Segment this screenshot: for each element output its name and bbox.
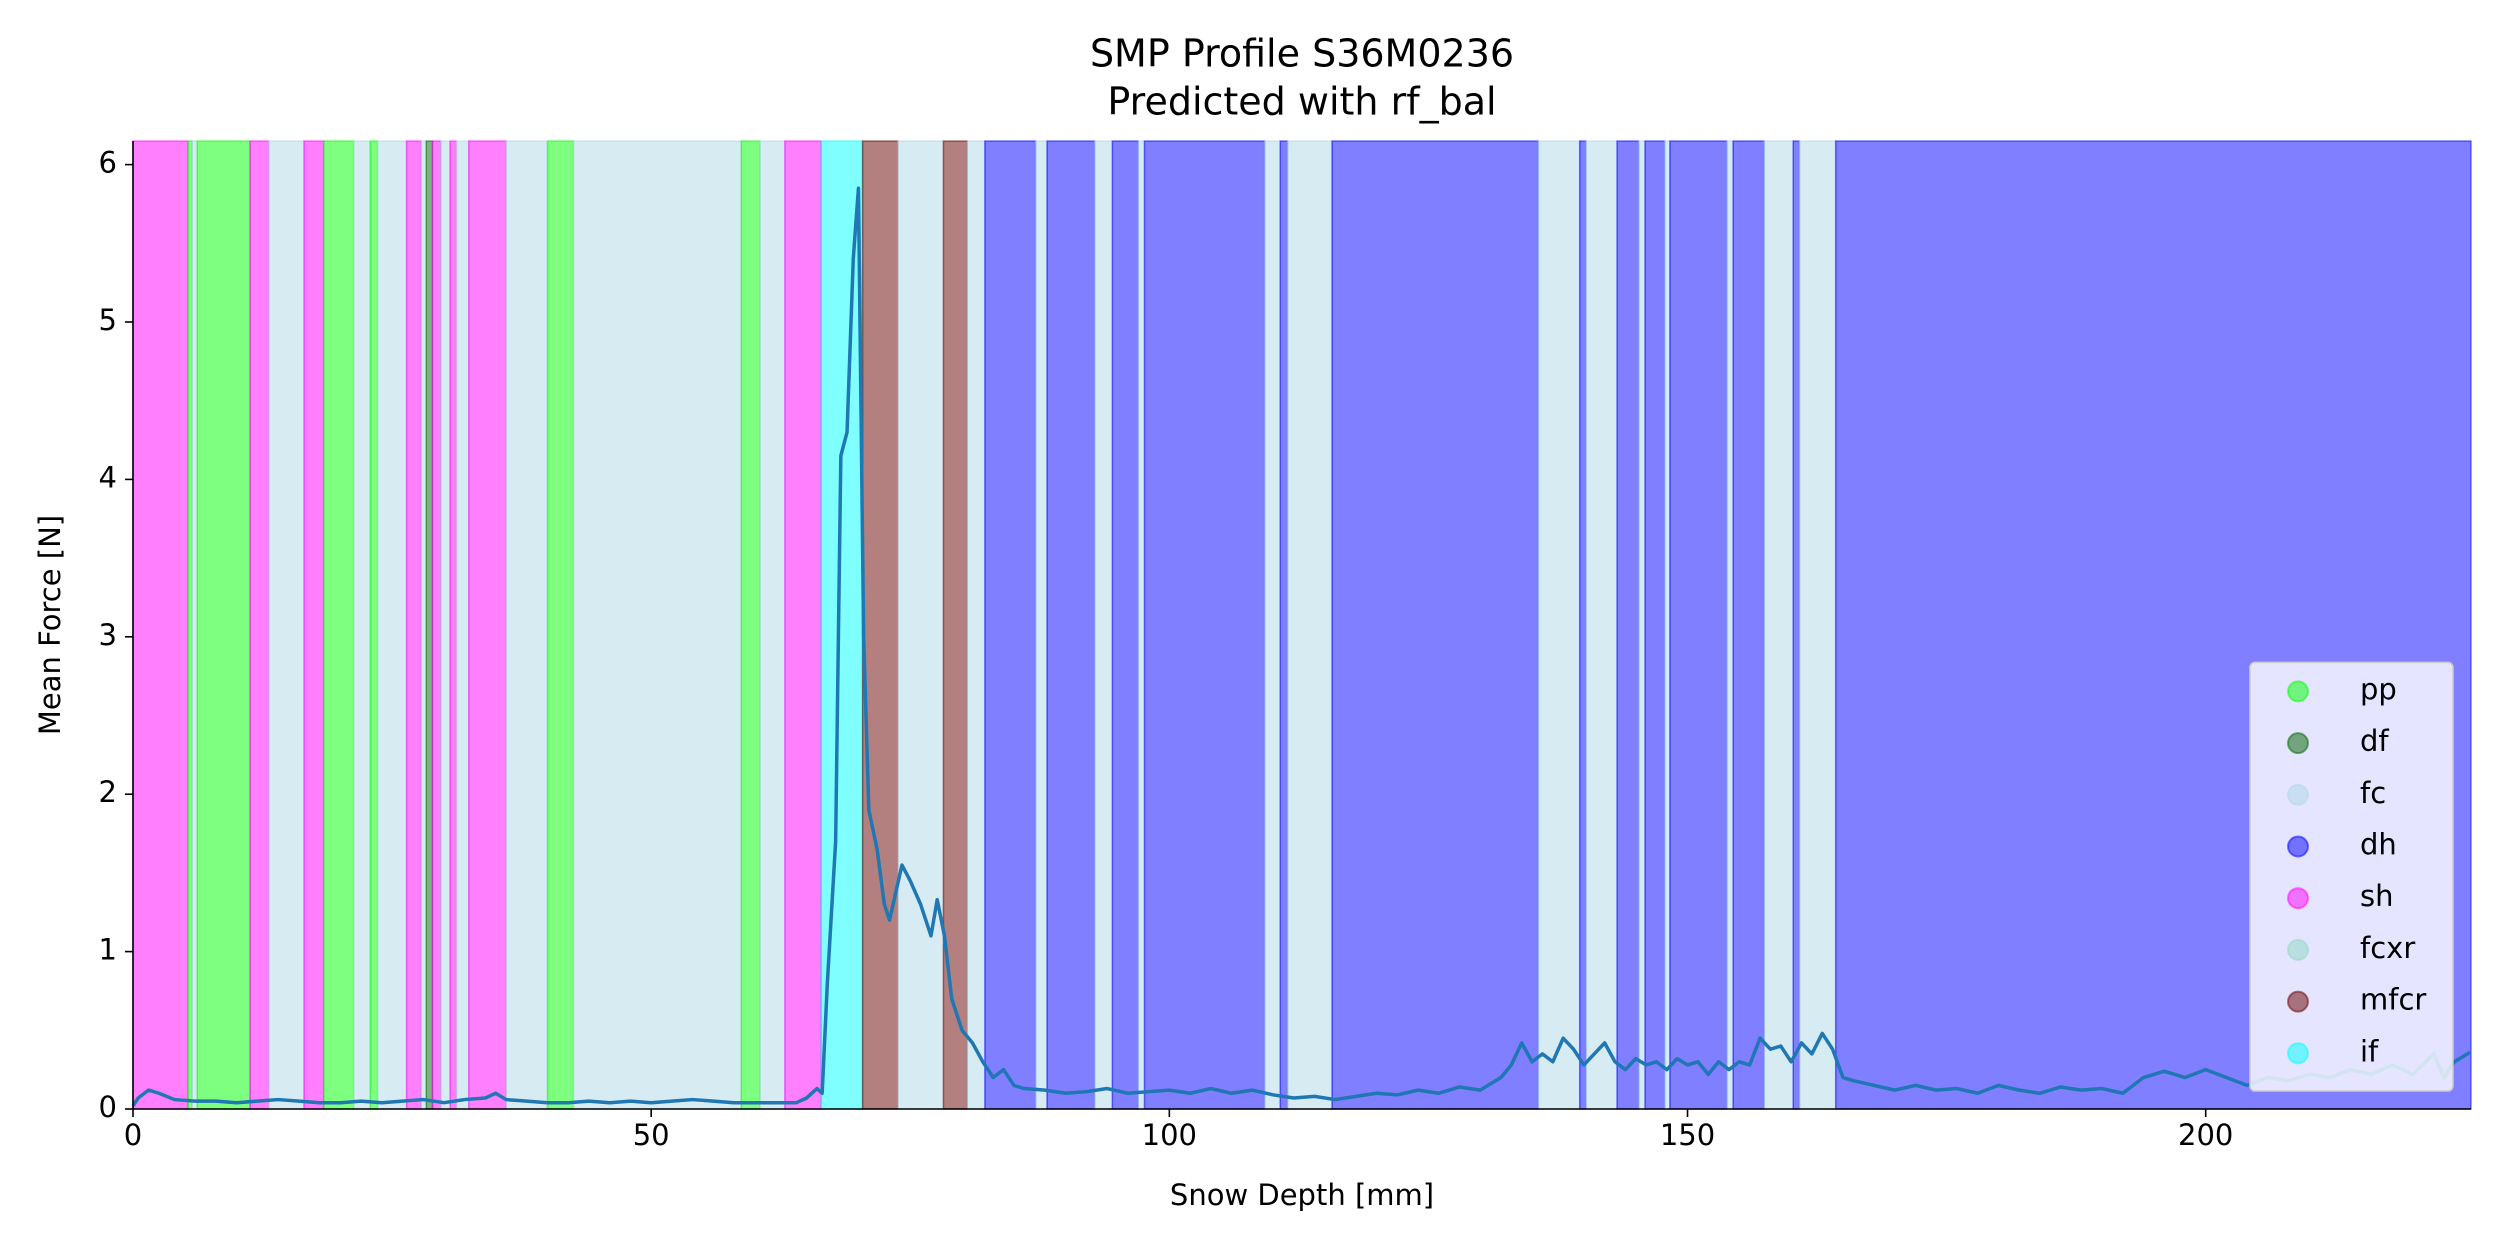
segment — [420, 140, 428, 1110]
legend-marker — [2287, 835, 2309, 858]
y-tick-label: 2 — [99, 775, 117, 809]
legend-label: mfcr — [2360, 983, 2426, 1017]
x-axis-label: Snow Depth [mm] — [1170, 1178, 1434, 1212]
force-line — [131, 186, 2471, 1107]
segment — [1263, 140, 1281, 1110]
y-tick-label: 0 — [99, 1090, 117, 1124]
segment — [1616, 140, 1640, 1110]
segment — [1046, 140, 1096, 1110]
legend-marker — [2287, 887, 2309, 910]
y-tick-label: 3 — [99, 618, 117, 652]
chart-title: SMP Profile S36M0236 — [1090, 32, 1514, 76]
segment — [249, 140, 270, 1110]
segment — [1638, 140, 1646, 1110]
segment — [1578, 140, 1587, 1110]
y-tick-label: 1 — [99, 933, 117, 967]
segment — [425, 140, 434, 1110]
segment — [303, 140, 325, 1110]
segment — [322, 140, 355, 1110]
segment — [268, 140, 305, 1110]
segment — [1792, 140, 1801, 1110]
segment — [984, 140, 1037, 1110]
legend-marker — [2287, 1042, 2309, 1065]
segment — [784, 140, 822, 1110]
segment — [440, 140, 451, 1110]
legend-label: sh — [2360, 879, 2394, 913]
segment — [572, 140, 743, 1110]
segment — [1726, 140, 1734, 1110]
segment — [1279, 140, 1289, 1110]
y-axis-label: Mean Force [N] — [33, 515, 67, 735]
legend-marker — [2287, 783, 2309, 806]
segment — [431, 140, 442, 1110]
segment — [196, 140, 251, 1110]
legend-label: if — [2360, 1034, 2379, 1068]
x-tick-label: 200 — [2178, 1118, 2233, 1152]
segment — [1093, 140, 1114, 1110]
segment — [191, 140, 199, 1110]
y-tick-label: 5 — [99, 303, 117, 337]
legend-label: fcxr — [2360, 931, 2415, 965]
segment — [1286, 140, 1333, 1110]
segment — [449, 140, 458, 1110]
legend-label: df — [2360, 724, 2389, 758]
segment — [1669, 140, 1728, 1110]
segment — [505, 140, 549, 1110]
segment — [455, 140, 470, 1110]
segment — [1143, 140, 1266, 1110]
legend-label: fc — [2360, 776, 2386, 810]
x-tick-label: 0 — [124, 1118, 142, 1152]
segment — [1732, 140, 1765, 1110]
segment — [740, 140, 761, 1110]
segment — [1798, 140, 1837, 1110]
legend-marker — [2287, 990, 2309, 1013]
legend-marker — [2287, 680, 2309, 703]
legend-label: dh — [2360, 828, 2397, 862]
legend-marker — [2287, 938, 2309, 961]
y-tick-label: 6 — [99, 146, 117, 180]
x-tick-label: 100 — [1142, 1118, 1197, 1152]
segment — [376, 140, 408, 1110]
legend-box — [2249, 661, 2454, 1092]
segment — [1585, 140, 1618, 1110]
legend-label: pp — [2360, 672, 2397, 706]
segment — [861, 140, 899, 1110]
segment — [1137, 140, 1146, 1110]
segment — [897, 140, 945, 1110]
segment — [1663, 140, 1671, 1110]
segment — [759, 140, 786, 1110]
segment — [1331, 140, 1540, 1110]
segment — [1763, 140, 1794, 1110]
x-tick-label: 50 — [633, 1118, 670, 1152]
segment — [1034, 140, 1048, 1110]
segment — [405, 140, 422, 1110]
chart-subtitle: Predicted with rf_bal — [1107, 80, 1496, 124]
legend: pp df fc dh sh fcxr mfcr if — [2249, 661, 2454, 1092]
segment — [1111, 140, 1140, 1110]
segment — [966, 140, 986, 1110]
x-tick-label: 150 — [1660, 1118, 1715, 1152]
segment — [352, 140, 372, 1110]
segment — [546, 140, 575, 1110]
segment — [369, 140, 379, 1110]
y-tick-label: 4 — [99, 460, 117, 494]
legend-marker — [2287, 732, 2309, 755]
segment — [1644, 140, 1666, 1110]
segment — [132, 140, 189, 1110]
segment — [1537, 140, 1581, 1110]
segment — [468, 140, 507, 1110]
